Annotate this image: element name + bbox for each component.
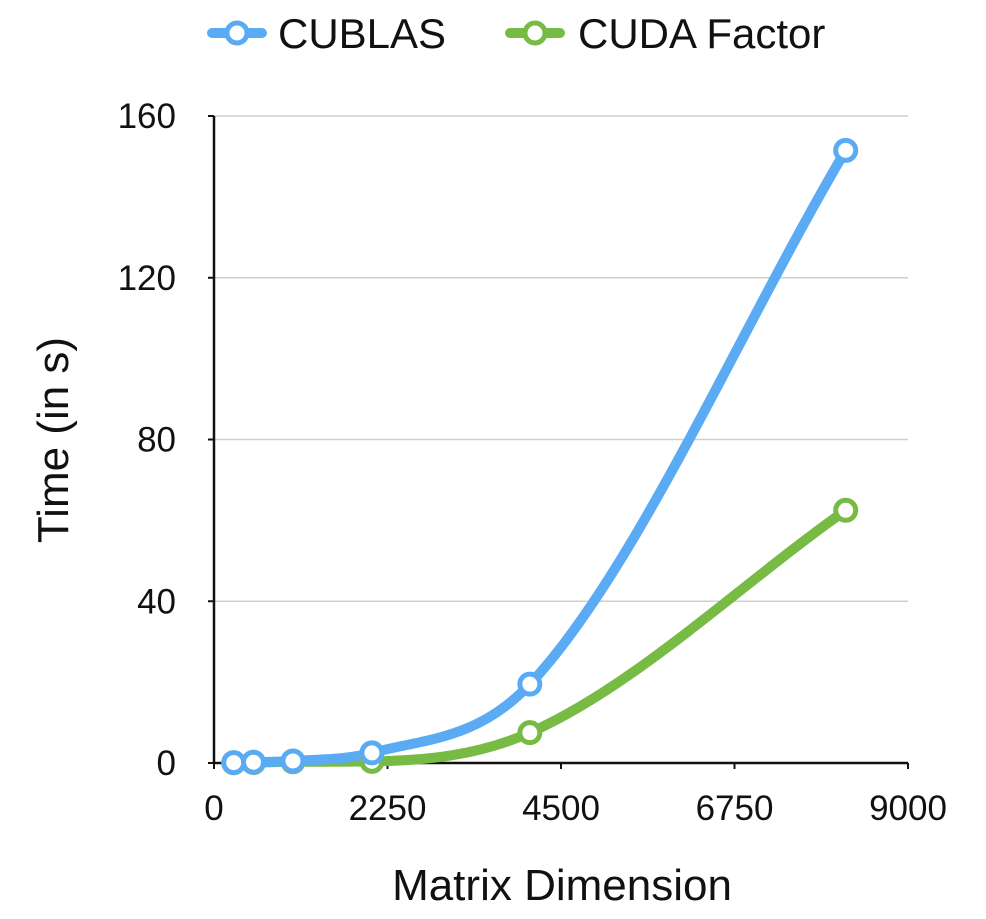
legend-item-cublas: CUBLAS: [207, 10, 446, 57]
x-tick-label: 6750: [696, 789, 774, 828]
gridlines: [214, 115, 908, 602]
series-lines: [228, 145, 851, 768]
y-axis-title: Time (in s): [29, 337, 78, 543]
series-line-cublas: [228, 145, 851, 768]
legend-item-cuda-factor: CUDA Factor: [505, 10, 825, 57]
legend-marker-swatch: [522, 20, 548, 46]
y-tick-label: 0: [157, 744, 176, 783]
data-point-cublas: [359, 740, 385, 766]
series-line-cuda-factor: [228, 505, 851, 768]
data-point-cublas: [240, 749, 266, 775]
data-point-cublas: [833, 137, 859, 163]
data-point-cublas: [280, 748, 306, 774]
data-point-cublas: [517, 671, 543, 697]
x-tick-label: 9000: [869, 789, 947, 828]
x-tick-label: 2250: [349, 789, 427, 828]
y-tick-label: 120: [118, 259, 176, 298]
series-markers: [221, 137, 859, 776]
data-point-cuda-factor: [517, 720, 543, 746]
data-point-cuda-factor: [833, 497, 859, 523]
x-tick-labels: 0 2250 4500 6750 9000: [204, 789, 947, 828]
y-tick-labels: 0 40 80 120 160: [118, 97, 176, 783]
legend-label: CUDA Factor: [578, 10, 825, 57]
legend-marker-swatch: [224, 20, 250, 46]
y-tick-label: 80: [137, 421, 176, 460]
y-tick-label: 160: [118, 97, 176, 136]
legend: CUBLAS CUDA Factor: [207, 10, 825, 57]
data-point-cublas: [221, 750, 247, 776]
x-tick-label: 0: [204, 789, 223, 828]
legend-label: CUBLAS: [278, 10, 446, 57]
x-tick-label: 4500: [522, 789, 600, 828]
axes: [208, 115, 909, 769]
x-axis-title: Matrix Dimension: [392, 861, 732, 910]
y-tick-label: 40: [137, 582, 176, 621]
